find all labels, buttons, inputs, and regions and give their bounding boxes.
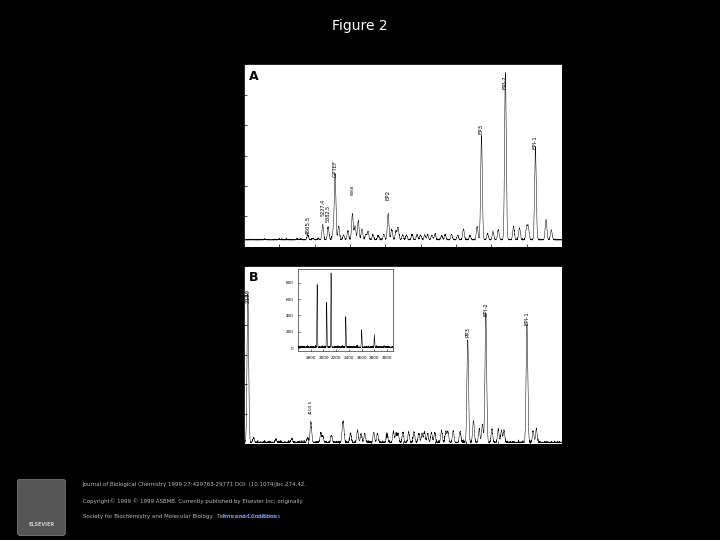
Text: GPTEF: GPTEF [333,160,338,178]
Text: B: B [249,271,258,284]
Text: EPI-1: EPI-1 [533,136,538,150]
Text: 2119: 2119 [246,289,251,303]
Text: 5227.4: 5227.4 [320,199,325,217]
X-axis label: m/z: m/z [395,455,410,464]
Text: 2119: 2119 [223,299,235,304]
Text: Relative Intensity: Relative Intensity [219,222,228,288]
Text: Society for Biochemistry and Molecular Biology.  Terms and Conditions: Society for Biochemistry and Molecular B… [83,514,276,519]
Text: EPI-2: EPI-2 [483,302,488,316]
Text: Journal of Biological Chemistry 1999 27:429763-29771 DOI: (10.1074/jbc.274.42.: Journal of Biological Chemistry 1999 27:… [83,482,307,487]
FancyBboxPatch shape [17,479,66,536]
Text: Terms and Conditions: Terms and Conditions [221,514,280,519]
Text: 4103.5: 4103.5 [309,400,313,414]
Text: Figure 2: Figure 2 [332,19,388,33]
Text: 4805.5: 4805.5 [305,215,310,235]
Text: ELSEVIER: ELSEVIER [28,522,55,527]
Text: EPI-1: EPI-1 [524,312,529,325]
Text: EP2: EP2 [386,190,391,200]
Text: EP3: EP3 [479,124,484,134]
Text: PP3: PP3 [465,327,470,337]
Text: EPI-2: EPI-2 [503,75,508,89]
Text: A: A [249,70,258,83]
Text: 6068: 6068 [351,185,354,195]
Text: 5382.5: 5382.5 [325,205,330,222]
Text: Copyright© 1999 © 1999 ASBMB. Currently published by Elsevier Inc; originally: Copyright© 1999 © 1999 ASBMB. Currently … [83,498,302,503]
